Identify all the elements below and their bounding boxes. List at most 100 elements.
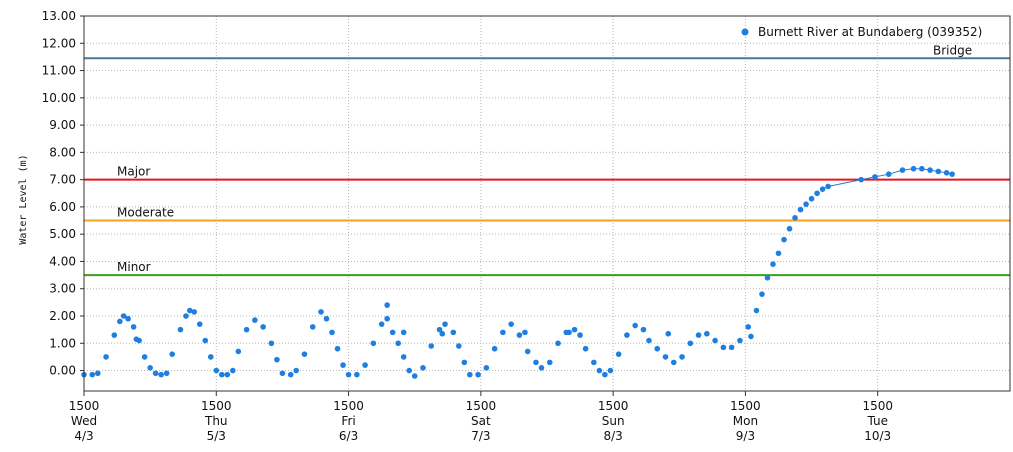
data-point bbox=[428, 343, 435, 349]
data-point bbox=[329, 329, 335, 336]
data-point bbox=[323, 315, 330, 322]
data-point bbox=[797, 206, 804, 213]
data-point bbox=[770, 261, 776, 267]
data-point bbox=[125, 315, 131, 322]
y-tick-label: 4.00 bbox=[49, 254, 76, 268]
plot-frame bbox=[83, 15, 1011, 392]
data-point bbox=[384, 302, 390, 308]
data-point bbox=[252, 317, 258, 323]
data-point bbox=[362, 362, 368, 368]
y-tick-label: 0.00 bbox=[49, 364, 76, 378]
data-point bbox=[775, 250, 782, 257]
data-point bbox=[436, 326, 443, 333]
x-tick-label: 4/3 bbox=[74, 429, 93, 443]
x-tick-label: 7/3 bbox=[471, 429, 490, 443]
data-point bbox=[533, 359, 539, 366]
data-point bbox=[384, 315, 390, 322]
data-point bbox=[301, 351, 308, 357]
threshold-label-major: Major bbox=[117, 165, 150, 179]
x-tick-label: Sun bbox=[602, 414, 625, 428]
data-point bbox=[803, 201, 809, 207]
data-point bbox=[516, 332, 523, 338]
data-point bbox=[117, 318, 123, 325]
data-point bbox=[670, 359, 677, 366]
data-point bbox=[268, 340, 275, 347]
data-point bbox=[400, 329, 407, 336]
data-point bbox=[728, 344, 735, 351]
data-point bbox=[687, 340, 694, 347]
data-point bbox=[169, 351, 175, 357]
data-point bbox=[177, 326, 184, 333]
legend-label: Burnett River at Bundaberg (039352) bbox=[758, 25, 982, 39]
data-point bbox=[764, 275, 771, 281]
legend: Burnett River at Bundaberg (039352) bbox=[741, 25, 982, 39]
x-tick-label: 1500 bbox=[862, 399, 893, 413]
data-point bbox=[218, 371, 225, 378]
data-point bbox=[274, 356, 280, 363]
data-point bbox=[555, 340, 561, 347]
data-point bbox=[309, 324, 316, 330]
data-point bbox=[654, 345, 661, 352]
x-tick-label: 1500 bbox=[333, 399, 364, 413]
y-tick-label: 9.00 bbox=[49, 118, 76, 132]
data-point bbox=[378, 321, 385, 327]
data-point bbox=[400, 354, 407, 360]
data-point bbox=[279, 370, 286, 377]
x-tick-label: Fri bbox=[341, 414, 355, 428]
data-point bbox=[354, 371, 360, 378]
data-point bbox=[935, 168, 942, 175]
data-point bbox=[786, 225, 793, 232]
data-point bbox=[318, 309, 324, 315]
data-point bbox=[596, 367, 603, 374]
data-points bbox=[81, 165, 955, 379]
data-point bbox=[491, 345, 498, 352]
data-point bbox=[260, 324, 266, 330]
data-point bbox=[819, 186, 826, 192]
data-point bbox=[591, 359, 597, 366]
data-point bbox=[538, 365, 545, 371]
data-point bbox=[910, 165, 917, 172]
x-tick-label: 5/3 bbox=[207, 429, 226, 443]
data-point bbox=[467, 371, 473, 378]
data-point bbox=[94, 370, 101, 377]
x-tick-label: Tue bbox=[866, 414, 888, 428]
data-point bbox=[370, 340, 377, 347]
data-point bbox=[103, 354, 109, 360]
data-point bbox=[120, 313, 127, 319]
threshold-label-moderate: Moderate bbox=[117, 206, 174, 220]
data-point bbox=[406, 367, 413, 374]
data-point bbox=[111, 332, 118, 338]
data-point bbox=[442, 321, 448, 327]
data-point bbox=[196, 321, 203, 327]
data-point bbox=[202, 337, 209, 344]
y-axis-ticks: 13.00 12.00 11.00 10.00 9.00 8.00 7.00 6.00 5.00… bbox=[42, 9, 84, 378]
y-tick-label: 3.00 bbox=[49, 282, 76, 296]
data-point bbox=[872, 174, 878, 180]
data-point bbox=[524, 348, 531, 355]
x-axis-ticks: 1500Wed4/31500Thu5/31500Fri6/31500Sat7/3… bbox=[69, 391, 893, 443]
data-point bbox=[662, 354, 669, 360]
data-point bbox=[191, 309, 198, 315]
data-point bbox=[439, 330, 446, 337]
threshold-label-minor: Minor bbox=[117, 260, 151, 274]
data-point bbox=[712, 337, 718, 344]
data-point bbox=[640, 326, 647, 333]
y-tick-label: 11.00 bbox=[42, 64, 76, 78]
data-point bbox=[345, 371, 352, 378]
data-point bbox=[450, 329, 457, 336]
x-tick-label: 1500 bbox=[69, 399, 100, 413]
x-tick-label: Mon bbox=[733, 414, 758, 428]
data-point bbox=[737, 337, 743, 344]
data-point bbox=[224, 371, 231, 378]
data-point bbox=[287, 371, 294, 378]
data-point bbox=[571, 326, 578, 333]
data-point bbox=[720, 344, 727, 351]
x-tick-label: Thu bbox=[204, 414, 228, 428]
data-point bbox=[243, 326, 250, 333]
data-point bbox=[858, 176, 864, 183]
data-point bbox=[949, 171, 955, 177]
data-point bbox=[546, 359, 553, 366]
threshold-lines: Bridge Major Moderate Minor bbox=[84, 43, 1010, 277]
data-point bbox=[235, 348, 242, 355]
